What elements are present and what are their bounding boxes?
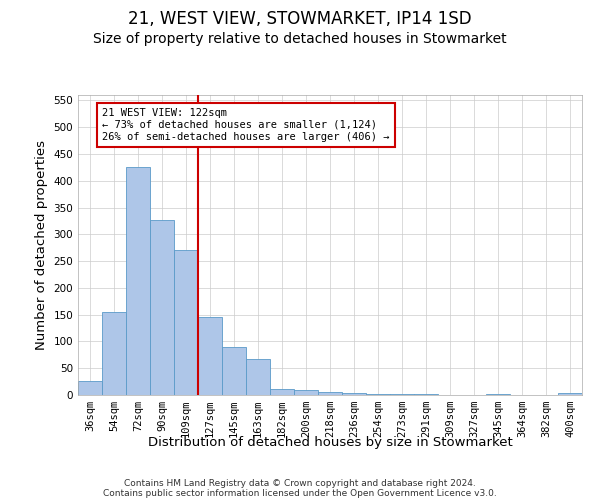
Bar xyxy=(102,312,126,395)
Bar xyxy=(150,220,174,395)
Bar xyxy=(246,358,270,395)
Bar xyxy=(294,390,318,395)
Bar xyxy=(198,318,222,395)
Bar xyxy=(78,380,102,395)
Text: 21, WEST VIEW, STOWMARKET, IP14 1SD: 21, WEST VIEW, STOWMARKET, IP14 1SD xyxy=(128,10,472,28)
Text: Contains public sector information licensed under the Open Government Licence v3: Contains public sector information licen… xyxy=(103,488,497,498)
Bar xyxy=(414,394,438,395)
Bar xyxy=(270,388,294,395)
Text: Distribution of detached houses by size in Stowmarket: Distribution of detached houses by size … xyxy=(148,436,512,449)
Bar xyxy=(366,394,390,395)
Bar xyxy=(558,394,582,395)
Text: 21 WEST VIEW: 122sqm
← 73% of detached houses are smaller (1,124)
26% of semi-de: 21 WEST VIEW: 122sqm ← 73% of detached h… xyxy=(102,108,389,142)
Bar xyxy=(342,394,366,395)
Bar xyxy=(126,168,150,395)
Bar xyxy=(390,394,414,395)
Text: Size of property relative to detached houses in Stowmarket: Size of property relative to detached ho… xyxy=(93,32,507,46)
Bar xyxy=(318,392,342,395)
Bar xyxy=(174,250,198,395)
Y-axis label: Number of detached properties: Number of detached properties xyxy=(35,140,48,350)
Bar xyxy=(222,347,246,395)
Text: Contains HM Land Registry data © Crown copyright and database right 2024.: Contains HM Land Registry data © Crown c… xyxy=(124,478,476,488)
Bar xyxy=(486,394,510,395)
